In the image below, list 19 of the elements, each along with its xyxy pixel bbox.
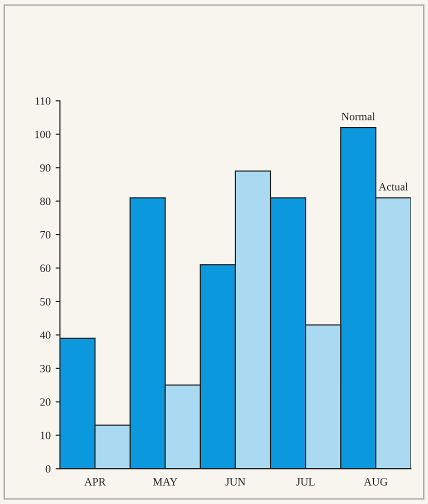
y-tick-label: 90 [40,164,50,172]
y-tick-label: 40 [40,331,50,339]
x-tick-label: JUL [296,478,314,486]
series-label: Normal [342,112,375,120]
y-tick-label: 100 [35,130,50,138]
x-tick-label: JUN [225,478,246,486]
y-tick-label: 30 [40,364,50,372]
series-label: Actual [378,182,408,191]
y-tick-label: 80 [40,198,50,206]
y-tick-label: 70 [40,231,50,239]
y-tick-label: 10 [40,432,50,440]
y-tick-label: 110 [36,97,50,105]
x-tick-label: APR [84,478,106,486]
x-tick-label: MAY [153,478,178,486]
y-tick-label: 20 [40,398,50,406]
x-tick-label: AUG [364,478,388,486]
y-tick-label: 50 [40,298,50,306]
y-tick-label: 0 [46,465,50,473]
y-tick-label: 60 [40,264,50,272]
